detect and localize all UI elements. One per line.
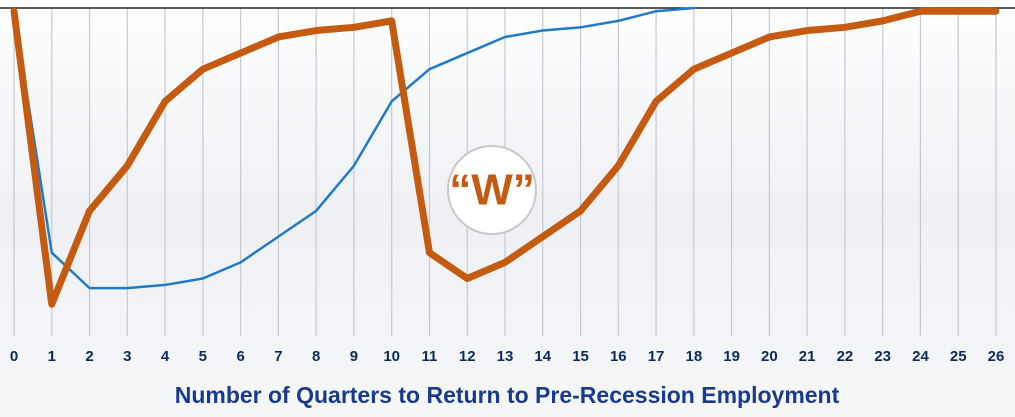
x-tick-label: 16 xyxy=(610,348,627,365)
x-tick-label: 25 xyxy=(950,348,967,365)
x-tick-label: 26 xyxy=(988,348,1005,365)
x-tick-label: 13 xyxy=(497,348,514,365)
series-line xyxy=(12,6,696,290)
x-tick-label: 10 xyxy=(383,348,400,365)
x-tick-label: 8 xyxy=(312,348,320,365)
x-tick-label: 21 xyxy=(799,348,816,365)
series-line xyxy=(10,7,1000,308)
x-tick-label: 9 xyxy=(350,348,358,365)
x-tick-label: 14 xyxy=(534,348,551,365)
x-tick-label: 15 xyxy=(572,348,589,365)
x-tick-label: 5 xyxy=(199,348,207,365)
annotation: “W” xyxy=(449,166,535,215)
x-tick-label: 0 xyxy=(10,348,18,365)
x-tick-label: 22 xyxy=(837,348,854,365)
x-tick-label: 24 xyxy=(912,348,929,365)
x-tick-label: 7 xyxy=(274,348,282,365)
x-tick-label: 6 xyxy=(236,348,244,365)
annotation-circle xyxy=(447,145,537,235)
x-tick-label: 23 xyxy=(874,348,891,365)
x-tick-label: 17 xyxy=(648,348,665,365)
x-tick-label: 1 xyxy=(48,348,56,365)
x-tick-label: 2 xyxy=(85,348,93,365)
x-tick-label: 4 xyxy=(161,348,170,365)
x-tick-label: 19 xyxy=(723,348,740,365)
x-tick-label: 3 xyxy=(123,348,131,365)
x-tick-label: 18 xyxy=(686,348,703,365)
x-axis-title: Number of Quarters to Return to Pre-Rece… xyxy=(175,382,840,408)
x-tick-label: 11 xyxy=(422,348,438,365)
x-tick-label: 20 xyxy=(761,348,778,365)
x-tick-label: 12 xyxy=(459,348,476,365)
